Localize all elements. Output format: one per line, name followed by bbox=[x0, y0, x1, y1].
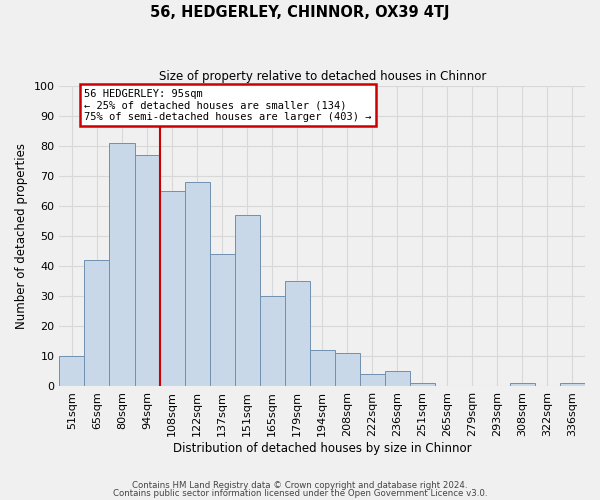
Bar bbox=[310, 350, 335, 386]
Text: Contains HM Land Registry data © Crown copyright and database right 2024.: Contains HM Land Registry data © Crown c… bbox=[132, 480, 468, 490]
Y-axis label: Number of detached properties: Number of detached properties bbox=[15, 143, 28, 329]
X-axis label: Distribution of detached houses by size in Chinnor: Distribution of detached houses by size … bbox=[173, 442, 472, 455]
Bar bbox=[59, 356, 85, 386]
Text: Contains public sector information licensed under the Open Government Licence v3: Contains public sector information licen… bbox=[113, 489, 487, 498]
Bar bbox=[235, 215, 260, 386]
Bar bbox=[385, 372, 410, 386]
Bar bbox=[284, 281, 310, 386]
Bar bbox=[209, 254, 235, 386]
Bar bbox=[160, 191, 185, 386]
Title: Size of property relative to detached houses in Chinnor: Size of property relative to detached ho… bbox=[158, 70, 486, 83]
Bar bbox=[360, 374, 385, 386]
Bar bbox=[185, 182, 209, 386]
Bar bbox=[260, 296, 284, 386]
Text: 56 HEDGERLEY: 95sqm
← 25% of detached houses are smaller (134)
75% of semi-detac: 56 HEDGERLEY: 95sqm ← 25% of detached ho… bbox=[85, 88, 372, 122]
Bar bbox=[109, 142, 134, 386]
Text: 56, HEDGERLEY, CHINNOR, OX39 4TJ: 56, HEDGERLEY, CHINNOR, OX39 4TJ bbox=[150, 5, 450, 20]
Bar bbox=[335, 354, 360, 386]
Bar bbox=[410, 384, 435, 386]
Bar bbox=[134, 155, 160, 386]
Bar bbox=[85, 260, 109, 386]
Bar bbox=[560, 384, 585, 386]
Bar bbox=[510, 384, 535, 386]
